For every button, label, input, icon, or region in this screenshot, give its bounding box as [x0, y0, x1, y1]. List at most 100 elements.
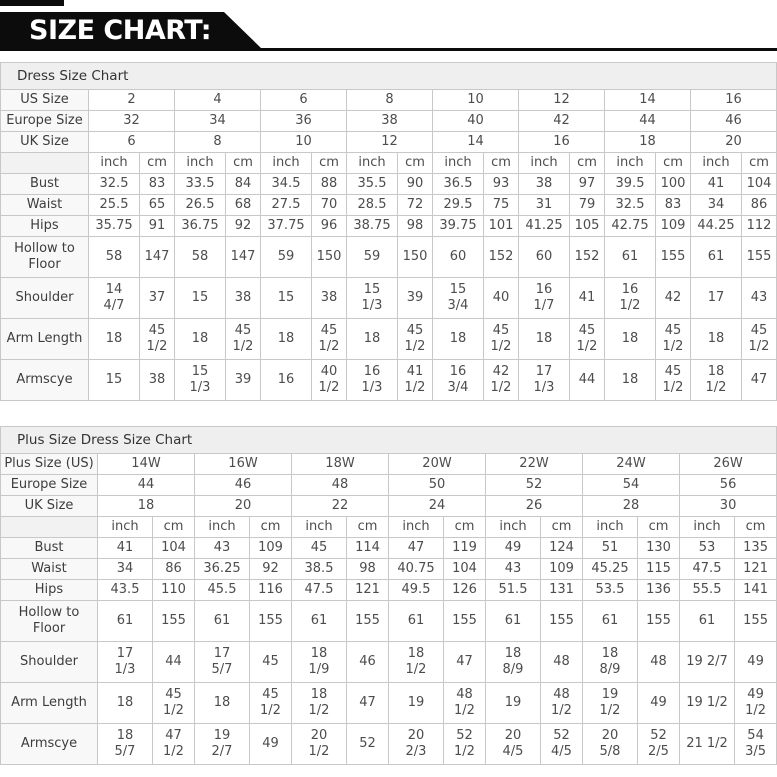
- measure-value: 25.5: [88, 194, 140, 216]
- measure-value: 110: [152, 579, 195, 601]
- measure-value: 20 4/5: [485, 723, 541, 765]
- measure-value: 18 8/9: [485, 641, 541, 683]
- measure-value: 101: [483, 215, 519, 237]
- measure-value: 45 1/2: [569, 318, 605, 360]
- unit-inch-label: inch: [582, 516, 638, 538]
- size-value: 12: [518, 89, 605, 111]
- measure-value: 155: [637, 600, 680, 642]
- measure-value: 39.75: [432, 215, 484, 237]
- unit-inch-label: inch: [604, 152, 656, 174]
- unit-cm-label: cm: [249, 516, 292, 538]
- measure-value: 39.5: [604, 173, 656, 195]
- measure-value: 152: [569, 236, 605, 278]
- row-label: Shoulder: [0, 641, 98, 683]
- measure-value: 43: [741, 277, 777, 319]
- measure-value: 15 1/3: [346, 277, 398, 319]
- measure-value: 58: [174, 236, 226, 278]
- unit-inch-label: inch: [88, 152, 140, 174]
- measure-value: 21 1/2: [679, 723, 735, 765]
- table-title: Plus Size Dress Size Chart: [0, 426, 777, 454]
- measure-value: 68: [225, 194, 261, 216]
- unit-inch-label: inch: [690, 152, 742, 174]
- measure-value: 18: [604, 318, 656, 360]
- measure-value: 45 1/2: [311, 318, 347, 360]
- size-value: 46: [690, 110, 777, 132]
- measure-value: 45.25: [582, 558, 638, 580]
- measure-value: 19: [485, 682, 541, 724]
- measure-value: 61: [291, 600, 347, 642]
- unit-cm-label: cm: [139, 152, 175, 174]
- measure-value: 41: [690, 173, 742, 195]
- measure-value: 49: [485, 537, 541, 559]
- measure-value: 33.5: [174, 173, 226, 195]
- measure-value: 155: [152, 600, 195, 642]
- row-label: Shoulder: [0, 277, 89, 319]
- measure-value: 152: [483, 236, 519, 278]
- measure-value: 41: [97, 537, 153, 559]
- measure-value: 18: [194, 682, 250, 724]
- unit-cm-label: cm: [483, 152, 519, 174]
- size-value: 16: [518, 131, 605, 153]
- size-value: 10: [432, 89, 519, 111]
- measure-value: 150: [311, 236, 347, 278]
- measure-value: 27.5: [260, 194, 312, 216]
- unit-inch-label: inch: [432, 152, 484, 174]
- unit-cm-label: cm: [540, 516, 583, 538]
- measure-value: 141: [733, 579, 777, 601]
- size-value: 42: [518, 110, 605, 132]
- measure-value: 59: [346, 236, 398, 278]
- measure-value: 26.5: [174, 194, 226, 216]
- measure-value: 32.5: [604, 194, 656, 216]
- unit-cm-label: cm: [152, 516, 195, 538]
- measure-value: 38: [225, 277, 261, 319]
- measure-value: 18: [604, 359, 656, 401]
- row-label: Hollow to Floor: [0, 236, 89, 278]
- measure-value: 61: [194, 600, 250, 642]
- measure-value: 19 2/7: [194, 723, 250, 765]
- measure-value: 70: [311, 194, 347, 216]
- measure-value: 150: [397, 236, 433, 278]
- measure-value: 17: [690, 277, 742, 319]
- measure-value: 43.5: [97, 579, 153, 601]
- measure-value: 40 1/2: [311, 359, 347, 401]
- row-label: UK Size: [0, 131, 89, 153]
- measure-value: 48: [637, 641, 680, 683]
- measure-value: 135: [733, 537, 777, 559]
- measure-value: 38.75: [346, 215, 398, 237]
- measure-value: 96: [311, 215, 347, 237]
- row-label: Hips: [0, 215, 89, 237]
- size-value: 8: [346, 89, 433, 111]
- unit-inch-label: inch: [388, 516, 444, 538]
- measure-value: 136: [637, 579, 680, 601]
- measure-value: 49: [637, 682, 680, 724]
- measure-value: 105: [569, 215, 605, 237]
- measure-value: 116: [249, 579, 292, 601]
- measure-value: 18: [88, 318, 140, 360]
- measure-value: 20 5/8: [582, 723, 638, 765]
- measure-value: 155: [540, 600, 583, 642]
- size-value: 36: [260, 110, 347, 132]
- measure-value: 155: [733, 600, 777, 642]
- measure-value: 19: [388, 682, 444, 724]
- measure-value: 20 2/3: [388, 723, 444, 765]
- measure-value: 45 1/2: [139, 318, 175, 360]
- corner-cell: [0, 516, 98, 538]
- measure-value: 98: [346, 558, 389, 580]
- size-value: 20: [690, 131, 777, 153]
- measure-value: 119: [443, 537, 486, 559]
- size-value: 18: [97, 495, 195, 517]
- measure-value: 34: [97, 558, 153, 580]
- measure-value: 72: [397, 194, 433, 216]
- size-value: 16: [690, 89, 777, 111]
- size-value: 28: [582, 495, 680, 517]
- measure-value: 155: [249, 600, 292, 642]
- measure-value: 109: [655, 215, 691, 237]
- unit-cm-label: cm: [741, 152, 777, 174]
- row-label: Armscye: [0, 359, 89, 401]
- measure-value: 37.75: [260, 215, 312, 237]
- measure-value: 115: [637, 558, 680, 580]
- size-value: 6: [260, 89, 347, 111]
- measure-value: 124: [540, 537, 583, 559]
- measure-value: 45 1/2: [152, 682, 195, 724]
- measure-value: 126: [443, 579, 486, 601]
